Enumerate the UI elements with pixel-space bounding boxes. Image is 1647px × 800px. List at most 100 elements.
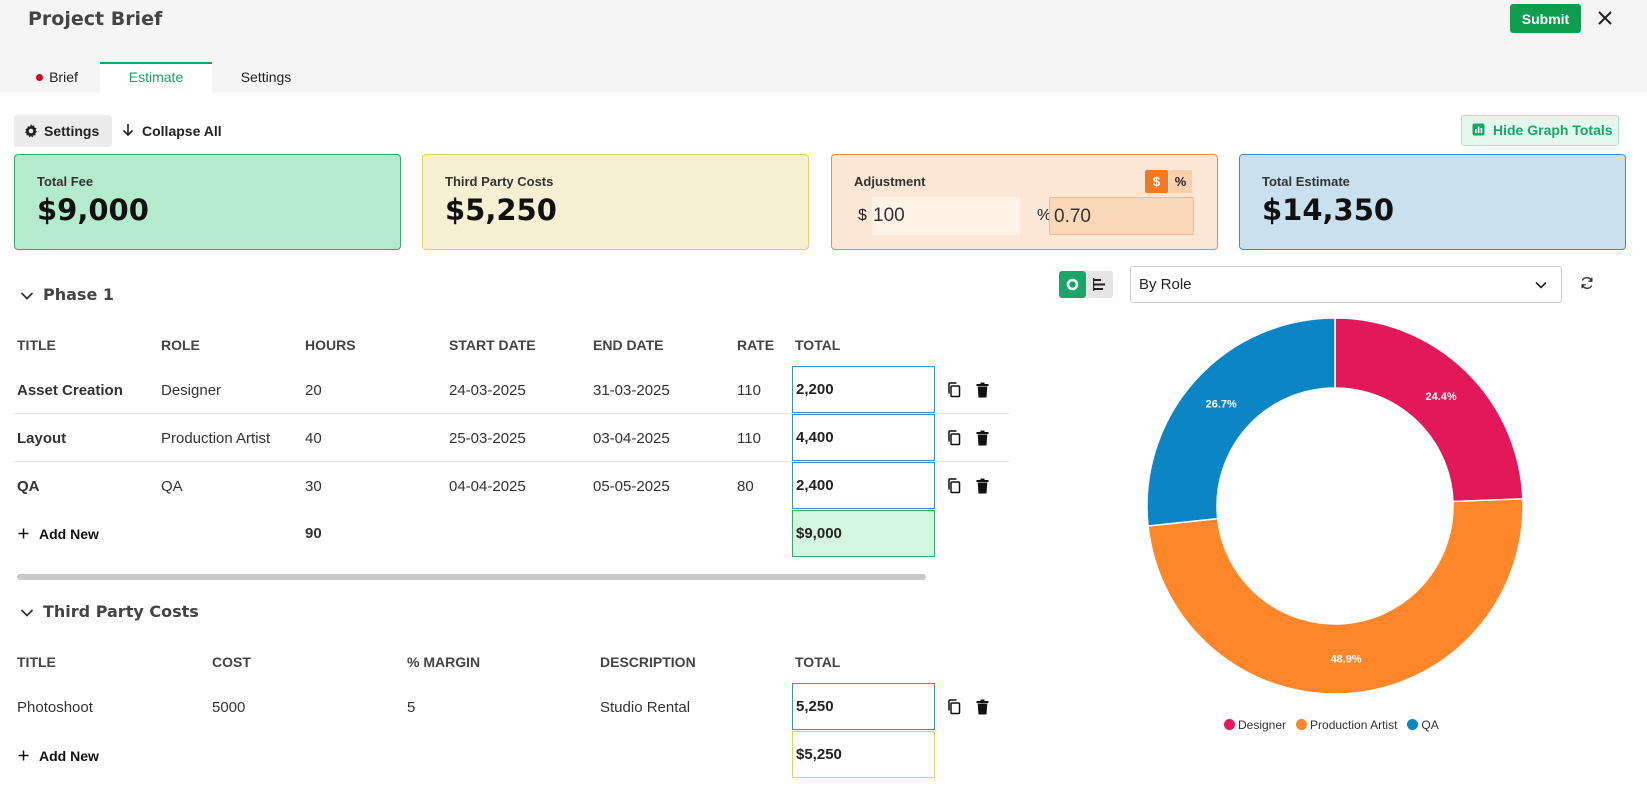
donut-label-production-artist: 48.9% (1330, 654, 1361, 666)
plus-icon (18, 528, 29, 539)
phase1-collapse-chevron-icon[interactable] (20, 288, 34, 304)
close-icon[interactable] (1594, 6, 1616, 30)
tab-settings[interactable]: Settings (218, 62, 314, 93)
row3-title[interactable]: QA (17, 478, 40, 495)
header-bar: Project Brief Submit Brief Estimate Sett… (0, 0, 1647, 93)
row1-rate[interactable]: 110 (737, 382, 761, 399)
tp-row1-description[interactable]: Studio Rental (600, 699, 691, 716)
tp-row1-cost[interactable]: 5000 (212, 699, 246, 716)
row3-rate[interactable]: 80 (737, 478, 754, 495)
legend-label: Production Artist (1310, 718, 1398, 732)
row2-start[interactable]: 25-03-2025 (449, 430, 526, 447)
donut-chart-toggle[interactable] (1059, 271, 1086, 298)
copy-icon[interactable] (947, 699, 963, 715)
third-party-collapse-chevron-icon[interactable] (20, 605, 34, 621)
row2-end[interactable]: 03-04-2025 (593, 430, 670, 447)
page-title: Project Brief (28, 8, 163, 30)
total-estimate-label: Total Estimate (1262, 174, 1350, 189)
phase1-add-new-button[interactable]: Add New (18, 526, 99, 542)
row1-hours[interactable]: 20 (305, 382, 322, 399)
row2-title[interactable]: Layout (17, 430, 67, 447)
trash-icon[interactable] (976, 478, 992, 494)
row1-start[interactable]: 24-03-2025 (449, 382, 526, 399)
col-start-date: START DATE (449, 337, 536, 353)
trash-icon[interactable] (976, 382, 992, 398)
row1-title[interactable]: Asset Creation (17, 382, 123, 399)
row1-end[interactable]: 31-03-2025 (593, 382, 670, 399)
tab-brief[interactable]: Brief (14, 62, 100, 93)
row3-start[interactable]: 04-04-2025 (449, 478, 526, 495)
row2-role[interactable]: Production Artist (161, 430, 271, 447)
row1-total: 2,200 (792, 366, 935, 413)
legend-swatch (1296, 719, 1308, 730)
legend-item-qa[interactable]: QA (1407, 718, 1439, 732)
settings-button-label: Settings (44, 123, 100, 139)
trash-icon[interactable] (976, 430, 992, 446)
tp-col-description: DESCRIPTION (600, 654, 696, 670)
adjustment-card: Adjustment $ % $ 100 % 0.70 (831, 154, 1218, 250)
col-rate: RATE (737, 337, 775, 353)
tab-estimate[interactable]: Estimate (100, 62, 212, 93)
horizontal-scrollbar[interactable] (17, 574, 926, 580)
tp-row1-margin[interactable]: 5 (407, 699, 416, 716)
donut-label-designer: 24.4% (1426, 391, 1457, 403)
trash-icon[interactable] (976, 699, 992, 715)
bar-chart-toggle[interactable] (1086, 271, 1113, 298)
row3-end[interactable]: 05-05-2025 (593, 478, 670, 495)
alert-dot-icon (36, 74, 44, 81)
donut-chart: 24.4% 48.9% 26.7% (1146, 317, 1524, 695)
copy-icon[interactable] (947, 430, 963, 446)
row3-role[interactable]: QA (161, 478, 183, 495)
donut-chart-icon (1066, 278, 1079, 291)
tp-row1-total: 5,250 (792, 683, 935, 730)
tp-col-title: TITLE (17, 654, 56, 670)
donut-slice-production-artist[interactable] (1147, 498, 1524, 695)
collapse-all-button[interactable]: Collapse All (122, 115, 222, 147)
submit-button[interactable]: Submit (1510, 4, 1581, 33)
plus-icon (18, 750, 29, 761)
adjustment-dollar-input[interactable]: 100 (872, 197, 1020, 235)
row-divider (14, 413, 1009, 414)
legend-item-designer[interactable]: Designer (1224, 718, 1286, 732)
row3-hours[interactable]: 30 (305, 478, 322, 495)
tab-settings-label: Settings (240, 69, 292, 85)
total-estimate-value: $14,350 (1262, 193, 1395, 227)
row2-total: 4,400 (792, 414, 935, 461)
chart-icon (1472, 123, 1485, 136)
collapse-all-label: Collapse All (142, 123, 222, 139)
row2-rate[interactable]: 110 (737, 430, 761, 447)
third-party-add-new-button[interactable]: Add New (18, 748, 99, 764)
adjustment-percent-value: 0.70 (1054, 206, 1091, 227)
total-estimate-card: Total Estimate $14,350 (1239, 154, 1626, 250)
copy-icon[interactable] (947, 382, 963, 398)
tp-col-margin: % MARGIN (407, 654, 481, 670)
dollar-toggle[interactable]: $ (1145, 170, 1168, 193)
group-by-select[interactable]: By Role (1130, 266, 1562, 303)
third-party-costs-card: Third Party Costs $5,250 (422, 154, 809, 250)
bar-chart-icon (1093, 278, 1105, 291)
tp-row1-title[interactable]: Photoshoot (17, 699, 93, 716)
settings-button[interactable]: Settings (14, 115, 112, 147)
arrow-down-icon (122, 124, 134, 137)
third-party-costs-label: Third Party Costs (445, 174, 554, 189)
tab-estimate-label: Estimate (128, 69, 184, 85)
total-fee-label: Total Fee (37, 174, 94, 189)
legend-label: QA (1421, 718, 1439, 732)
copy-icon[interactable] (947, 478, 963, 494)
legend-item-production-artist[interactable]: Production Artist (1296, 718, 1397, 732)
refresh-icon[interactable] (1580, 276, 1598, 294)
adjustment-percent-input[interactable]: 0.70 (1049, 197, 1194, 235)
percent-toggle[interactable]: % (1169, 170, 1192, 193)
legend-swatch (1224, 719, 1235, 730)
third-party-add-new-label: Add New (39, 748, 99, 764)
col-hours: HOURS (305, 337, 356, 353)
donut-slice-qa[interactable] (1146, 317, 1336, 527)
hide-graph-totals-button[interactable]: Hide Graph Totals (1461, 115, 1619, 146)
donut-slice-designer[interactable] (1334, 317, 1524, 503)
row2-hours[interactable]: 40 (305, 430, 322, 447)
col-role: ROLE (161, 337, 200, 353)
tp-col-cost: COST (212, 654, 251, 670)
row1-role[interactable]: Designer (161, 382, 222, 399)
donut-label-qa: 26.7% (1206, 399, 1237, 411)
adjustment-dollar-value: 100 (873, 205, 905, 226)
